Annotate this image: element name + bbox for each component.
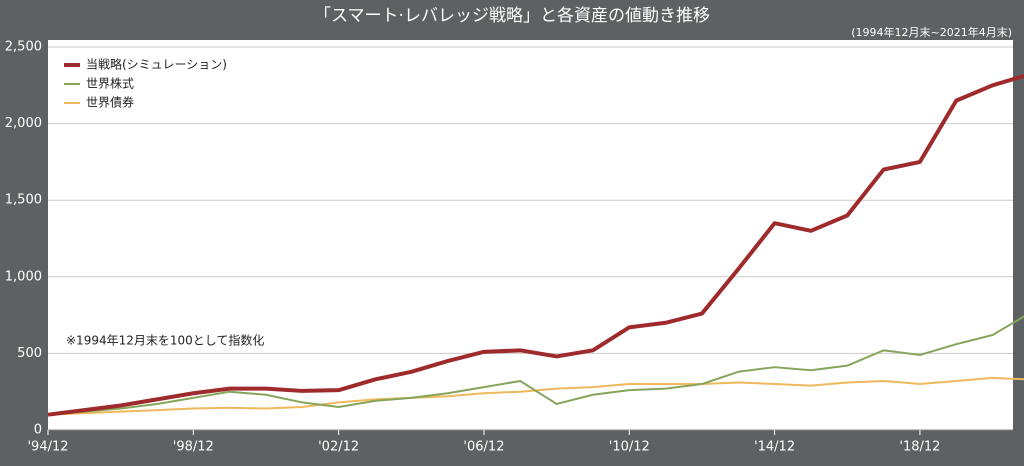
x-tick-label: '02/12 bbox=[318, 440, 359, 455]
x-tick-label: '10/12 bbox=[609, 440, 650, 455]
y-tick-label: 1,500 bbox=[5, 193, 42, 208]
series-line bbox=[47, 315, 1024, 416]
x-tick-label: '98/12 bbox=[173, 440, 214, 455]
x-tick-label: '06/12 bbox=[463, 440, 504, 455]
series-line bbox=[47, 376, 1024, 416]
legend-label: 世界債券 bbox=[86, 95, 134, 110]
y-tick-label: 1,000 bbox=[5, 269, 42, 284]
y-tick-label: 2,500 bbox=[5, 40, 42, 55]
series-line bbox=[47, 73, 1024, 417]
chart-title: 「スマート·レバレッジ戦略」と各資産の値動き推移 bbox=[314, 6, 710, 26]
subtitle: (1994年12月末~2021年4月末) bbox=[851, 25, 1012, 39]
plot-area bbox=[48, 40, 1013, 430]
x-tick-label: '18/12 bbox=[899, 440, 940, 455]
legend-label: 世界株式 bbox=[86, 76, 134, 91]
y-tick-label: 0 bbox=[34, 423, 42, 438]
x-tick-label: '94/12 bbox=[27, 440, 68, 455]
annotation: ※1994年12月末を100として指数化 bbox=[66, 333, 264, 348]
y-tick-label: 500 bbox=[17, 346, 42, 361]
x-tick-label: '14/12 bbox=[754, 440, 795, 455]
y-tick-label: 2,000 bbox=[5, 116, 42, 131]
legend-label: 当戦略(シミュレーション) bbox=[86, 57, 227, 72]
